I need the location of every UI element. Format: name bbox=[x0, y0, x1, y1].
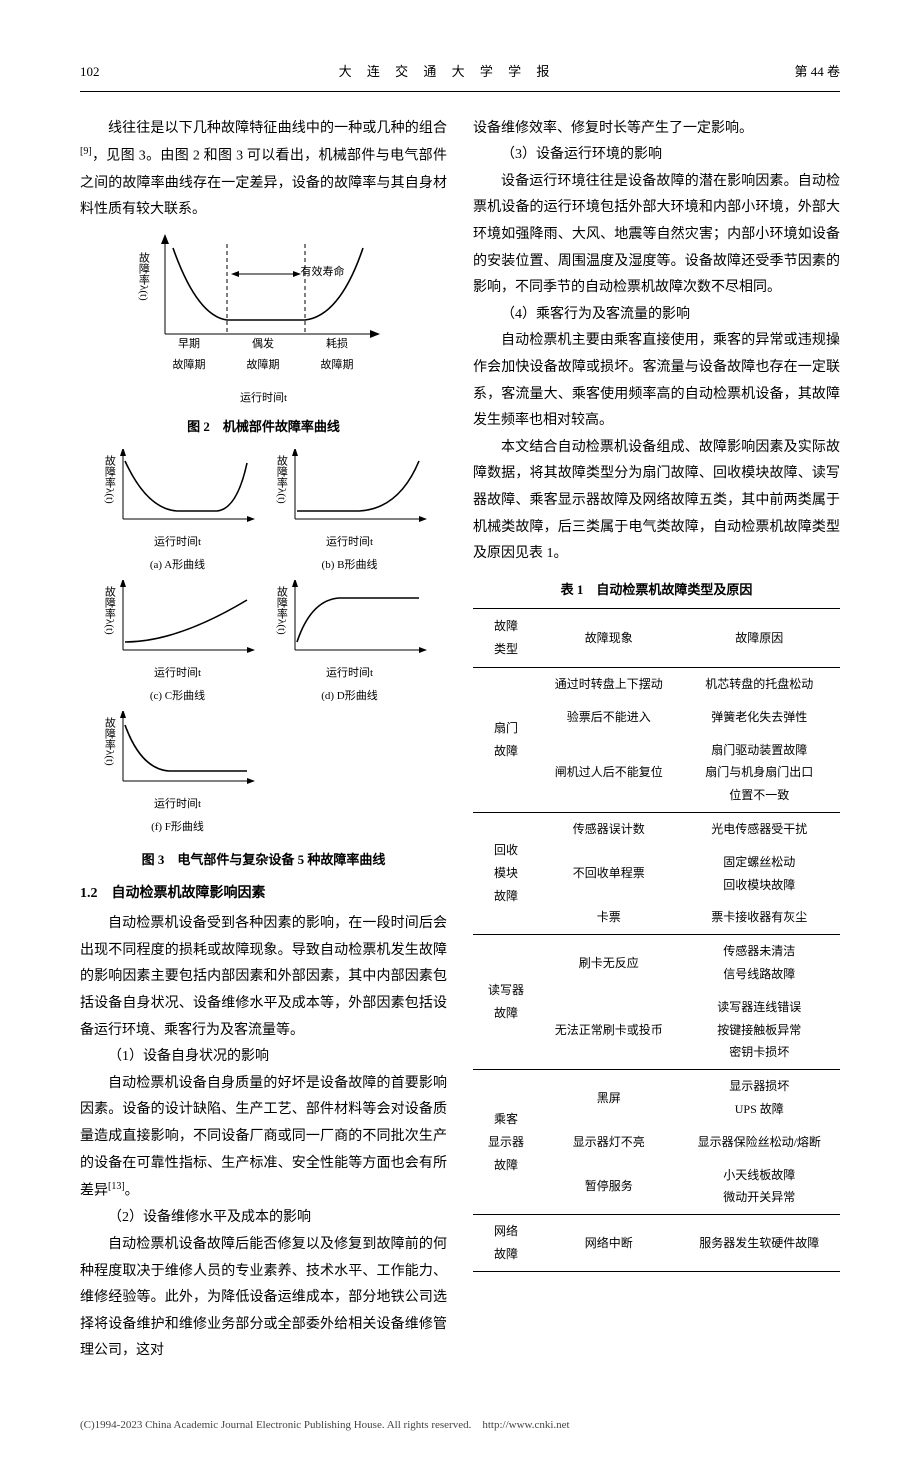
sec-1-2-head: 1.2 自动检票机故障影响因素 bbox=[80, 881, 447, 908]
fig2-phase2: 偶发 故障期 bbox=[247, 334, 280, 376]
table-header: 故障 类型 bbox=[473, 609, 539, 668]
table-cell: 暂停服务 bbox=[539, 1159, 678, 1215]
page-footer: (C)1994-2023 China Academic Journal Elec… bbox=[80, 1415, 840, 1436]
table-cell: 黑屏 bbox=[539, 1070, 678, 1126]
ref-13: [13] bbox=[108, 1181, 125, 1192]
fig2-label-life: 有效寿命 bbox=[301, 262, 345, 283]
fig3-subplot: 故障率λ(t) 运行时间t (c) C形曲线 bbox=[99, 580, 257, 707]
summary-para: 本文结合自动检票机设备组成、故障影响因素及实际故障数据，将其故障类型分为扇门故障… bbox=[473, 435, 840, 568]
item2-para: 自动检票机设备故障后能否修复以及修复到故障前的何种程度取决于维修人员的专业素养、… bbox=[80, 1232, 447, 1365]
item3-title: （3）设备运行环境的影响 bbox=[473, 142, 840, 169]
fig3-curve bbox=[117, 449, 257, 527]
table-cell: 传感器误计数 bbox=[539, 813, 678, 846]
table-cell: 扇门驱动装置故障 扇门与机身扇门出口 位置不一致 bbox=[679, 734, 841, 813]
intro-paragraph: 线往往是以下几种故障特征曲线中的一种或几种的组合[9]，见图 3。由图 2 和图… bbox=[80, 116, 447, 224]
table-cell: 显示器灯不亮 bbox=[539, 1126, 678, 1159]
table-cell: 显示器保险丝松动/熔断 bbox=[679, 1126, 841, 1159]
fig3-curve bbox=[117, 711, 257, 789]
item3-para: 设备运行环境往往是设备故障的潜在影响因素。自动检票机设备的运行环境包括外部大环境… bbox=[473, 169, 840, 302]
figure-2: 故障率λ(t) 有效寿命 早期 故障期 偶发 故障期 耗损 故障期 bbox=[80, 234, 447, 440]
table-cell: 传感器未清洁 信号线路故障 bbox=[679, 935, 841, 991]
fault-type-cell: 回收 模块 故障 bbox=[473, 813, 539, 935]
fig3-xlabel: 运行时间t bbox=[99, 794, 257, 815]
fig3-xlabel: 运行时间t bbox=[271, 663, 429, 684]
table-cell: 光电传感器受干扰 bbox=[679, 813, 841, 846]
fig3-xlabel: 运行时间t bbox=[99, 532, 257, 553]
item4-para: 自动检票机主要由乘客直接使用，乘客的异常或违规操作会加快设备故障或损坏。客流量与… bbox=[473, 328, 840, 434]
fig3-curve bbox=[289, 580, 429, 658]
table-header: 故障现象 bbox=[539, 609, 678, 668]
fault-type-cell: 扇门 故障 bbox=[473, 668, 539, 813]
table-cell: 无法正常刷卡或投币 bbox=[539, 991, 678, 1070]
table-row: 网络 故障网络中断服务器发生软硬件故障 bbox=[473, 1215, 840, 1272]
item1-title: （1）设备自身状况的影响 bbox=[80, 1044, 447, 1071]
volume: 第 44 卷 bbox=[794, 60, 840, 85]
fig3-curve bbox=[289, 449, 429, 527]
item4-title: （4）乘客行为及客流量的影响 bbox=[473, 302, 840, 329]
left-column: 线往往是以下几种故障特征曲线中的一种或几种的组合[9]，见图 3。由图 2 和图… bbox=[80, 116, 447, 1365]
table-cell: 固定螺丝松动 回收模块故障 bbox=[679, 846, 841, 902]
table-row: 回收 模块 故障传感器误计数光电传感器受干扰 bbox=[473, 813, 840, 846]
table-cell: 闸机过人后不能复位 bbox=[539, 734, 678, 813]
fig2-caption: 图 2 机械部件故障率曲线 bbox=[80, 415, 447, 440]
table-cell: 刷卡无反应 bbox=[539, 935, 678, 991]
table-cell: 通过时转盘上下摆动 bbox=[539, 668, 678, 701]
fig3-subplot: 故障率λ(t) 运行时间t (a) A形曲线 bbox=[99, 449, 257, 576]
fault-type-cell: 乘客 显示器 故障 bbox=[473, 1070, 539, 1215]
table-row: 扇门 故障通过时转盘上下摆动机芯转盘的托盘松动 bbox=[473, 668, 840, 701]
table-cell: 机芯转盘的托盘松动 bbox=[679, 668, 841, 701]
table-cell: 不回收单程票 bbox=[539, 846, 678, 902]
table1-caption: 表 1 自动检票机故障类型及原因 bbox=[473, 578, 840, 603]
fault-type-cell: 读写器 故障 bbox=[473, 935, 539, 1070]
fig3-subplot: 故障率λ(t) 运行时间t (b) B形曲线 bbox=[271, 449, 429, 576]
page-header: 102 大 连 交 通 大 学 学 报 第 44 卷 bbox=[80, 60, 840, 92]
fig3-xlabel: 运行时间t bbox=[99, 663, 257, 684]
right-column: 设备维修效率、修复时长等产生了一定影响。 （3）设备运行环境的影响 设备运行环境… bbox=[473, 116, 840, 1365]
content-columns: 线往往是以下几种故障特征曲线中的一种或几种的组合[9]，见图 3。由图 2 和图… bbox=[80, 116, 840, 1365]
table-cell: 验票后不能进入 bbox=[539, 701, 678, 734]
table-cell: 服务器发生软硬件故障 bbox=[679, 1215, 841, 1272]
table-cell: 票卡接收器有灰尘 bbox=[679, 901, 841, 934]
table-1: 故障 类型故障现象故障原因 扇门 故障通过时转盘上下摆动机芯转盘的托盘松动验票后… bbox=[473, 608, 840, 1271]
table-header: 故障原因 bbox=[679, 609, 841, 668]
journal-title: 大 连 交 通 大 学 学 报 bbox=[339, 60, 556, 85]
table-cell: 弹簧老化失去弹性 bbox=[679, 701, 841, 734]
table-cell: 读写器连线错误 按键接触板异常 密钥卡损坏 bbox=[679, 991, 841, 1070]
page-number: 102 bbox=[80, 60, 100, 85]
fig3-subcaption: (a) A形曲线 bbox=[99, 555, 257, 576]
fig3-xlabel: 运行时间t bbox=[271, 532, 429, 553]
table-row: 乘客 显示器 故障黑屏显示器损坏 UPS 故障 bbox=[473, 1070, 840, 1126]
fig3-subcaption: (c) C形曲线 bbox=[99, 686, 257, 707]
item2-title: （2）设备维修水平及成本的影响 bbox=[80, 1205, 447, 1232]
sec12-p1: 自动检票机设备受到各种因素的影响，在一段时间后会出现不同程度的损耗或故障现象。导… bbox=[80, 911, 447, 1044]
table-row: 读写器 故障刷卡无反应传感器未清洁 信号线路故障 bbox=[473, 935, 840, 991]
fig3-subcaption: (f) F形曲线 bbox=[99, 817, 257, 838]
fig3-subcaption: (d) D形曲线 bbox=[271, 686, 429, 707]
table-cell: 卡票 bbox=[539, 901, 678, 934]
fig2-phase3: 耗损 故障期 bbox=[321, 334, 354, 376]
table-cell: 网络中断 bbox=[539, 1215, 678, 1272]
fig2-ylabel: 故障率λ(t) bbox=[133, 252, 154, 301]
fig2-xlabel: 运行时间t bbox=[80, 388, 447, 409]
fig3-subcaption: (b) B形曲线 bbox=[271, 555, 429, 576]
fig3-caption: 图 3 电气部件与复杂设备 5 种故障率曲线 bbox=[80, 848, 447, 873]
fig3-curve bbox=[117, 580, 257, 658]
table-cell: 小天线板故障 微动开关异常 bbox=[679, 1159, 841, 1215]
fig3-subplot: 故障率λ(t) 运行时间t (d) D形曲线 bbox=[271, 580, 429, 707]
figure-3: 故障率λ(t) 运行时间t (a) A形曲线 故障率λ(t) 运行时间t (b) bbox=[80, 449, 447, 872]
item1-para: 自动检票机设备自身质量的好坏是设备故障的首要影响因素。设备的设计缺陷、生产工艺、… bbox=[80, 1071, 447, 1206]
ref-9: [9] bbox=[80, 146, 92, 157]
fig3-subplot: 故障率λ(t) 运行时间t (f) F形曲线 bbox=[99, 711, 257, 838]
fig2-phase1: 早期 故障期 bbox=[173, 334, 206, 376]
table-cell: 显示器损坏 UPS 故障 bbox=[679, 1070, 841, 1126]
cont-para: 设备维修效率、修复时长等产生了一定影响。 bbox=[473, 116, 840, 143]
fault-type-cell: 网络 故障 bbox=[473, 1215, 539, 1272]
